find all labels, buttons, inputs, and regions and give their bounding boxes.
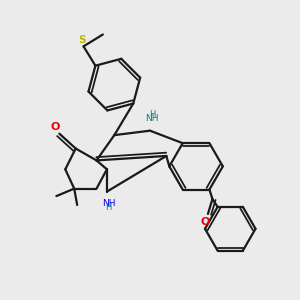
Text: O: O <box>200 217 210 227</box>
Text: NH: NH <box>102 199 115 208</box>
Text: S: S <box>78 35 86 45</box>
Text: H: H <box>149 110 156 119</box>
Text: NH: NH <box>145 114 158 123</box>
Text: H: H <box>105 203 112 212</box>
Text: O: O <box>50 122 60 132</box>
